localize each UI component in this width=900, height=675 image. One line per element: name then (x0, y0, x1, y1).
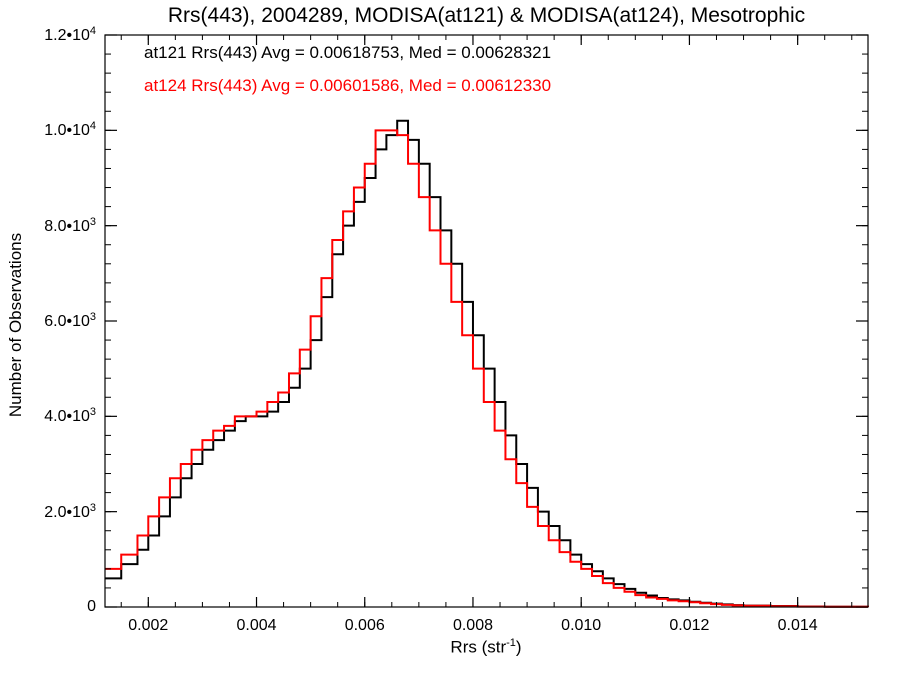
x-tick-label: 0.004 (236, 617, 277, 634)
x-tick-label: 0.010 (561, 617, 602, 634)
y-tick-label: 2.0•103 (44, 501, 96, 521)
x-tick-label: 0.008 (452, 617, 493, 634)
x-axis-label-exponent: -1 (506, 637, 516, 649)
chart-title: Rrs(443), 2004289, MODISA(at121) & MODIS… (167, 4, 806, 27)
x-tick-label: 0.002 (128, 617, 169, 634)
y-tick-label: 6.0•103 (44, 310, 96, 331)
y-tick-label: 4.0•103 (44, 406, 96, 426)
x-axis-label-suffix: ) (515, 637, 522, 657)
x-axis-label: Rrs (str-1) (450, 637, 521, 658)
y-tick-label: 1.0•104 (44, 120, 96, 140)
y-tick-label: 8.0•103 (44, 215, 96, 235)
x-tick-label: 0.012 (669, 617, 710, 634)
annotation-at124: at124 Rrs(443) Avg = 0.00601586, Med = 0… (144, 76, 552, 95)
x-tick-label: 0.006 (344, 617, 385, 634)
plot-frame (104, 34, 869, 608)
x-tick-label: 0.014 (777, 617, 818, 634)
y-tick-label: 0 (87, 598, 96, 615)
series-line-at124 (105, 129, 869, 608)
y-tick-label: 1.2•104 (44, 24, 96, 45)
x-axis-label-text: Rrs (str (450, 637, 507, 657)
y-axis-label: Number of Observations (6, 232, 25, 418)
annotation-at121: at121 Rrs(443) Avg = 0.00618753, Med = 0… (144, 43, 552, 62)
series-line-at121 (105, 119, 869, 608)
